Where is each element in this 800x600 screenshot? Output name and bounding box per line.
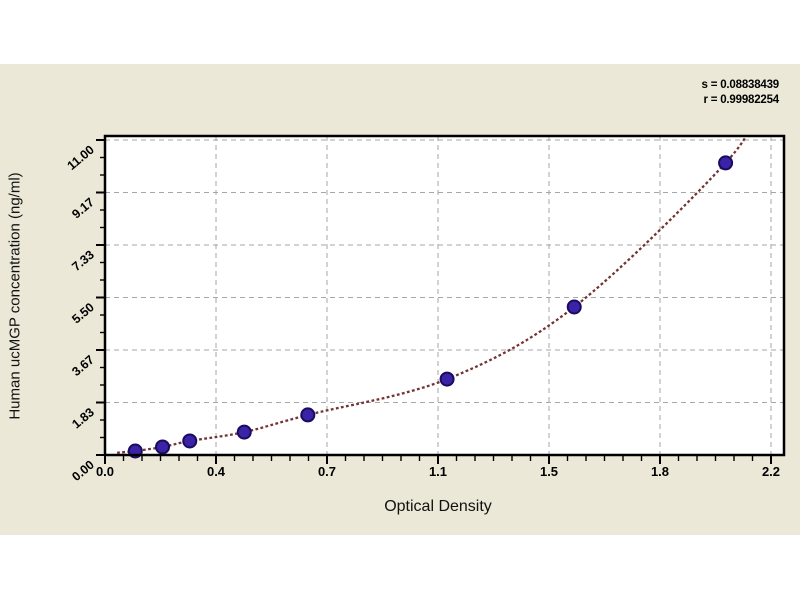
y-tick-label: 5.50 <box>69 300 97 326</box>
y-tick-label: 9.17 <box>69 195 97 221</box>
data-point <box>718 155 734 171</box>
y-tick-label: 3.67 <box>69 353 97 379</box>
y-tick-label: 11.00 <box>64 143 96 173</box>
stat-standard-error: s = 0.08838439 <box>701 79 780 91</box>
x-tick-label: 1.1 <box>429 464 447 479</box>
data-point <box>182 433 198 449</box>
x-tick-label: 1.5 <box>540 464 558 479</box>
x-tick-label: 0.7 <box>318 464 336 479</box>
x-tick-label: 0.0 <box>96 464 114 479</box>
stat-correlation-coefficient: r = 0.99982254 <box>703 94 779 106</box>
x-tick-label: 2.2 <box>762 464 780 479</box>
data-point <box>155 439 171 455</box>
x-tick-label: 0.4 <box>207 464 226 479</box>
plot-frame <box>103 134 786 457</box>
x-axis-title: Optical Density <box>384 498 492 515</box>
data-point <box>439 371 455 387</box>
data-point <box>236 424 252 440</box>
x-tick-label: 1.8 <box>651 464 669 479</box>
y-tick-label: 1.83 <box>69 405 97 431</box>
y-axis-title: Human ucMGP concentration (ng/ml) <box>6 172 24 420</box>
data-point <box>300 407 316 423</box>
data-point <box>566 299 582 315</box>
y-tick-label: 7.33 <box>69 248 97 274</box>
y-tick-label: 0.00 <box>69 458 97 484</box>
plot-area <box>105 136 784 455</box>
fit-statistics: s = 0.08838439 r = 0.99982254 <box>701 78 780 108</box>
